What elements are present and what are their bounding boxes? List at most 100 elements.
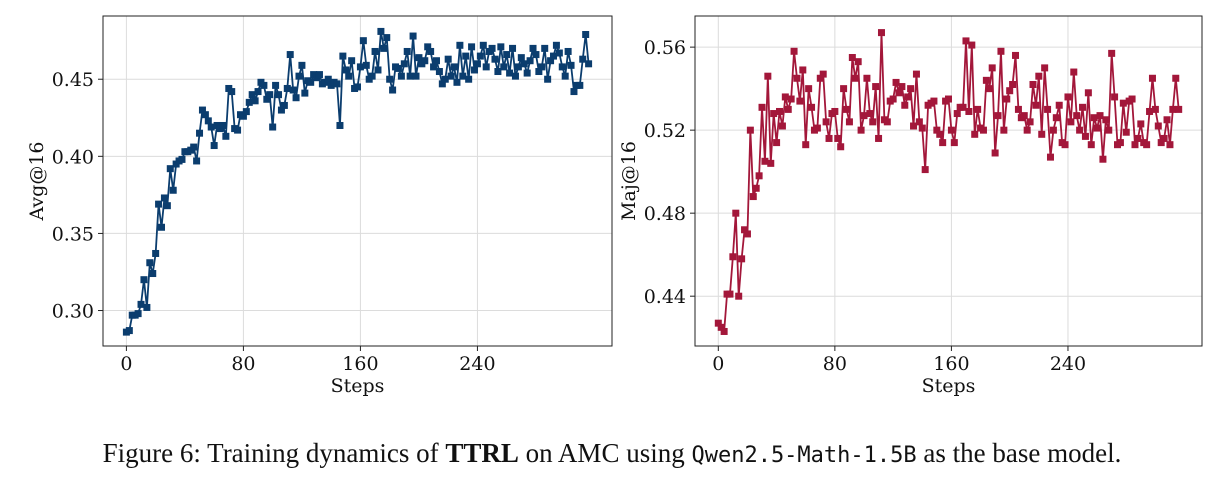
data-point (152, 249, 160, 257)
data-point (714, 319, 722, 327)
data-point (898, 83, 906, 91)
data-point (1175, 105, 1183, 113)
data-point (717, 323, 725, 331)
data-point (424, 43, 432, 51)
data-point (892, 78, 900, 86)
data-point (143, 303, 151, 311)
data-point (901, 101, 909, 109)
data-point (883, 118, 891, 126)
data-point (834, 134, 842, 142)
data-point (907, 85, 915, 93)
data-point (767, 159, 775, 167)
data-point (239, 112, 247, 120)
data-point (720, 327, 728, 335)
y-tick-label: 0.48 (644, 203, 686, 225)
data-point (738, 255, 746, 263)
data-point (959, 103, 967, 111)
data-point (456, 41, 464, 49)
data-point (377, 27, 385, 35)
data-point (930, 97, 938, 105)
data-point (295, 72, 303, 80)
data-point (1131, 141, 1139, 149)
data-point (790, 47, 798, 55)
data-point (541, 44, 549, 52)
data-point (245, 98, 253, 106)
data-point (939, 139, 947, 147)
data-point (307, 78, 315, 86)
data-point (1035, 72, 1043, 80)
data-point (735, 292, 743, 300)
data-point (272, 81, 280, 89)
data-point (450, 63, 458, 71)
data-point (263, 95, 271, 103)
data-point (985, 85, 993, 93)
data-point (482, 63, 490, 71)
data-point (497, 43, 505, 51)
data-point (345, 72, 353, 80)
data-point (781, 93, 789, 101)
data-point (198, 106, 206, 114)
data-point (1029, 80, 1037, 88)
data-point (982, 76, 990, 84)
data-point (412, 72, 420, 80)
data-point (441, 75, 449, 83)
data-point (752, 184, 760, 192)
data-point (950, 139, 958, 147)
data-point (207, 123, 215, 131)
data-point (770, 110, 778, 118)
data-point (872, 83, 880, 91)
data-point (555, 49, 563, 57)
data-point (1087, 141, 1095, 149)
data-point (915, 118, 923, 126)
data-point (277, 106, 285, 114)
data-point (945, 95, 952, 103)
data-point (1137, 120, 1145, 128)
data-point (137, 300, 145, 308)
data-point (447, 72, 455, 80)
data-point (570, 88, 578, 96)
data-point (1122, 128, 1130, 136)
data-point (315, 71, 323, 79)
data-point (333, 80, 341, 88)
y-tick-label: 0.45 (52, 69, 94, 91)
data-point (1163, 116, 1171, 124)
data-point (427, 47, 435, 55)
data-point (1081, 132, 1089, 140)
data-point (371, 47, 379, 55)
data-point (819, 70, 827, 78)
caption-suffix: as the base model. (917, 438, 1122, 468)
data-point (965, 107, 973, 115)
data-point (248, 91, 256, 99)
data-point (476, 52, 484, 60)
data-point (354, 83, 361, 91)
x-tick-label: 80 (231, 353, 255, 375)
data-point (275, 91, 283, 99)
y-tick-label: 0.30 (52, 301, 94, 323)
x-tick-label: 0 (712, 353, 724, 375)
y-tick-label: 0.52 (644, 120, 686, 142)
x-tick-label: 0 (120, 353, 132, 375)
data-point (503, 51, 511, 59)
data-point (1119, 99, 1127, 107)
data-point (1146, 107, 1154, 115)
data-point (1041, 64, 1049, 72)
data-point (933, 126, 941, 134)
data-point (383, 34, 391, 42)
data-point (517, 54, 525, 62)
data-point (163, 202, 171, 210)
data-point (468, 43, 476, 51)
data-point (234, 126, 242, 134)
data-point (403, 47, 411, 55)
data-point (991, 149, 999, 157)
data-point (729, 253, 737, 261)
caption: Figure 6: Training dynamics of TTRL on A… (103, 438, 1122, 468)
data-point (910, 122, 918, 130)
data-point (561, 72, 569, 80)
y-tick-label: 0.44 (644, 286, 686, 308)
data-point (787, 95, 795, 103)
data-point (749, 193, 757, 201)
plot-frame (694, 15, 1203, 347)
data-point (1151, 105, 1159, 113)
data-point (895, 89, 903, 97)
